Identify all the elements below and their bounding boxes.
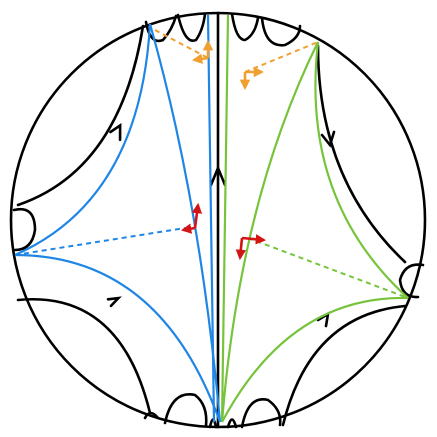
green-geodesics [220,14,409,423]
black-geodesics [16,11,407,429]
blue-geodesics [14,14,222,423]
frame-arrows [180,39,267,261]
horocycle-loops [12,12,425,429]
